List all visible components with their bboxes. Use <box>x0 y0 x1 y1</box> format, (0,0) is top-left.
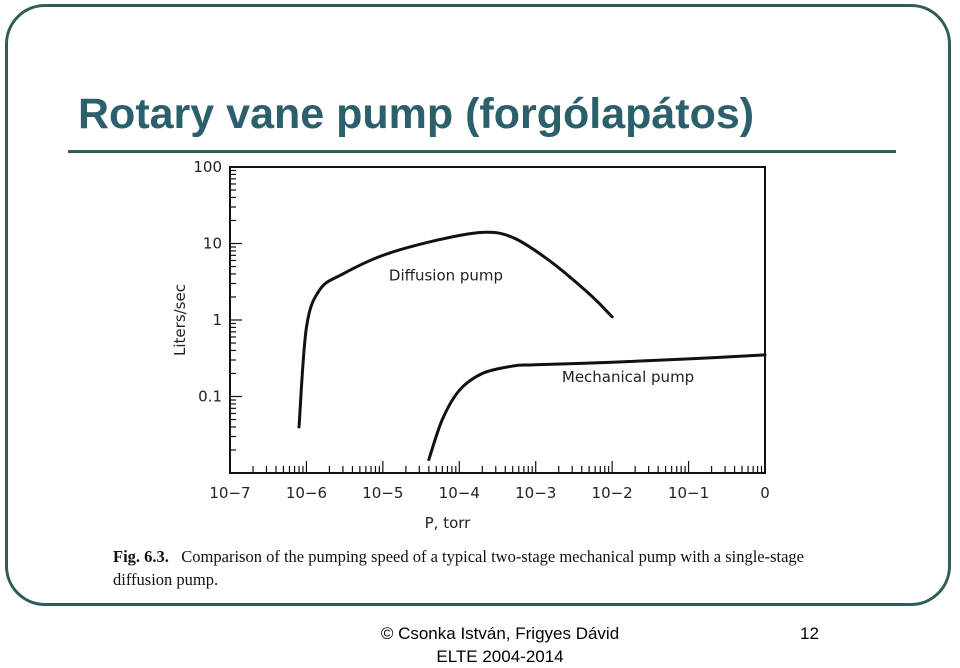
caption-label: Fig. 6.3. <box>113 547 169 566</box>
plot-frame <box>229 166 766 474</box>
y-tick-label: 1 <box>212 311 222 329</box>
x-axis-label: P, torr <box>425 514 472 532</box>
footer: © Csonka István, Frigyes Dávid ELTE 2004… <box>360 622 640 668</box>
footer-copyright: © Csonka István, Frigyes Dávid <box>380 624 620 643</box>
title-divider <box>68 150 896 153</box>
x-tick-label: 0 <box>760 484 770 502</box>
caption-text: Comparison of the pumping speed of a typ… <box>113 547 805 589</box>
y-tick-label: 10 <box>203 235 222 253</box>
slide-frame <box>5 4 951 606</box>
x-tick-label: 10−4 <box>439 484 480 502</box>
pumping-speed-chart: 100 10 1 0.1 10−7 10−6 10−5 10−4 10−3 10−2 10−1 0 P,… <box>171 158 770 532</box>
series-label-1: Diffusion pump <box>389 266 503 284</box>
series-line-2 <box>427 353 767 462</box>
x-tick-label: 10−6 <box>286 484 327 502</box>
x-tick-label: 10−7 <box>209 484 250 502</box>
slide-title: Rotary vane pump (forgólapátos) <box>78 90 755 138</box>
figure-caption: Fig. 6.3. Comparison of the pumping spee… <box>113 545 833 591</box>
series-label-2: Mechanical pump <box>562 368 694 386</box>
x-tick-label: 10−3 <box>515 484 556 502</box>
x-tick-label: 10−5 <box>362 484 403 502</box>
y-tick-label: 0.1 <box>198 388 222 406</box>
y-tick-label: 100 <box>193 158 222 176</box>
figure: 100 10 1 0.1 10−7 10−6 10−5 10−4 10−3 10−2 10−1 0 P,… <box>110 155 830 595</box>
x-tick-label: 10−2 <box>592 484 633 502</box>
series-line-1 <box>297 230 614 429</box>
page-number: 12 <box>800 624 819 643</box>
footer-years: ELTE 2004-2014 <box>436 647 564 666</box>
y-axis-label: Liters/sec <box>171 284 189 356</box>
x-tick-label: 10−1 <box>668 484 709 502</box>
